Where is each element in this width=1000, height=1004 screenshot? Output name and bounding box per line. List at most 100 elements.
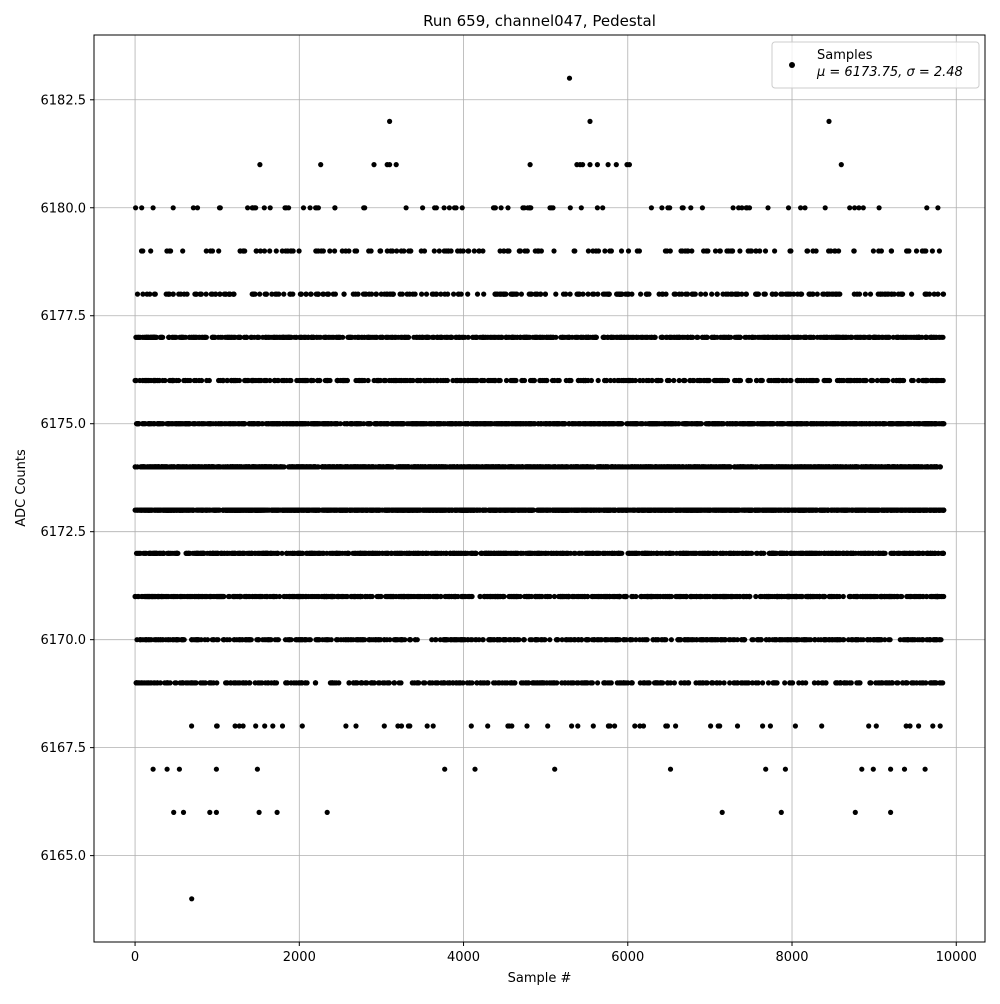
- data-point: [371, 637, 376, 642]
- data-point: [425, 723, 430, 728]
- data-point: [552, 508, 557, 513]
- data-point: [860, 594, 865, 599]
- data-point: [366, 637, 371, 642]
- data-point: [608, 508, 613, 513]
- data-point: [493, 680, 498, 685]
- data-point: [224, 508, 229, 513]
- data-point: [766, 637, 771, 642]
- data-point: [327, 551, 332, 556]
- data-point: [673, 594, 678, 599]
- data-point: [837, 551, 842, 556]
- data-point: [345, 551, 350, 556]
- data-point: [930, 723, 935, 728]
- data-point: [713, 551, 718, 556]
- data-point: [189, 723, 194, 728]
- data-point: [872, 594, 877, 599]
- data-point: [533, 637, 538, 642]
- data-point: [753, 680, 758, 685]
- data-point: [616, 551, 621, 556]
- data-point: [607, 723, 612, 728]
- data-point: [223, 680, 228, 685]
- data-point: [454, 508, 459, 513]
- data-point: [465, 680, 470, 685]
- data-point: [743, 551, 748, 556]
- data-point: [542, 508, 547, 513]
- data-point: [651, 637, 656, 642]
- data-point: [547, 637, 552, 642]
- data-point: [182, 594, 187, 599]
- data-point: [938, 723, 943, 728]
- data-point: [134, 680, 139, 685]
- data-point: [406, 723, 411, 728]
- data-point: [154, 551, 159, 556]
- data-point: [343, 508, 348, 513]
- data-point: [196, 508, 201, 513]
- data-point: [867, 594, 872, 599]
- data-point: [590, 551, 595, 556]
- data-point: [684, 594, 689, 599]
- data-point: [920, 637, 925, 642]
- data-point: [335, 594, 340, 599]
- data-point: [305, 680, 310, 685]
- data-point: [904, 508, 909, 513]
- data-point: [496, 551, 501, 556]
- data-point: [201, 680, 206, 685]
- data-point: [265, 594, 270, 599]
- data-point: [678, 680, 683, 685]
- data-point: [382, 637, 387, 642]
- data-point: [179, 637, 184, 642]
- data-point: [460, 594, 465, 599]
- data-point: [871, 637, 876, 642]
- data-point: [891, 508, 896, 513]
- data-point: [253, 680, 258, 685]
- data-point: [527, 508, 532, 513]
- data-point: [798, 508, 803, 513]
- data-point: [503, 508, 508, 513]
- data-point: [161, 637, 166, 642]
- data-point: [521, 637, 526, 642]
- data-point: [281, 594, 286, 599]
- data-point: [408, 637, 413, 642]
- data-point: [363, 551, 368, 556]
- data-point: [878, 594, 883, 599]
- data-point: [550, 680, 555, 685]
- data-point: [911, 680, 916, 685]
- data-point: [313, 680, 318, 685]
- data-point: [907, 551, 912, 556]
- data-point: [920, 594, 925, 599]
- data-point: [917, 551, 922, 556]
- data-point: [658, 594, 663, 599]
- data-point: [270, 723, 275, 728]
- data-point: [908, 594, 913, 599]
- data-point: [511, 551, 516, 556]
- data-point: [167, 508, 172, 513]
- data-point: [929, 594, 934, 599]
- data-point: [757, 508, 762, 513]
- data-point: [663, 594, 668, 599]
- data-point: [420, 594, 425, 599]
- data-point: [607, 594, 612, 599]
- data-point: [154, 637, 159, 642]
- data-point: [747, 508, 752, 513]
- data-point: [741, 508, 746, 513]
- data-point: [812, 680, 817, 685]
- data-point: [402, 594, 407, 599]
- data-point: [322, 508, 327, 513]
- data-point: [358, 637, 363, 642]
- data-point: [174, 680, 179, 685]
- data-point: [360, 508, 365, 513]
- data-point: [940, 508, 945, 513]
- data-point: [363, 680, 368, 685]
- data-point: [800, 680, 805, 685]
- data-point: [617, 508, 622, 513]
- data-point: [283, 637, 288, 642]
- data-point: [590, 594, 595, 599]
- data-point: [351, 594, 356, 599]
- data-point: [149, 637, 154, 642]
- data-point: [268, 637, 273, 642]
- data-point: [399, 723, 404, 728]
- data-point: [820, 594, 825, 599]
- data-point: [733, 551, 738, 556]
- data-point: [662, 637, 667, 642]
